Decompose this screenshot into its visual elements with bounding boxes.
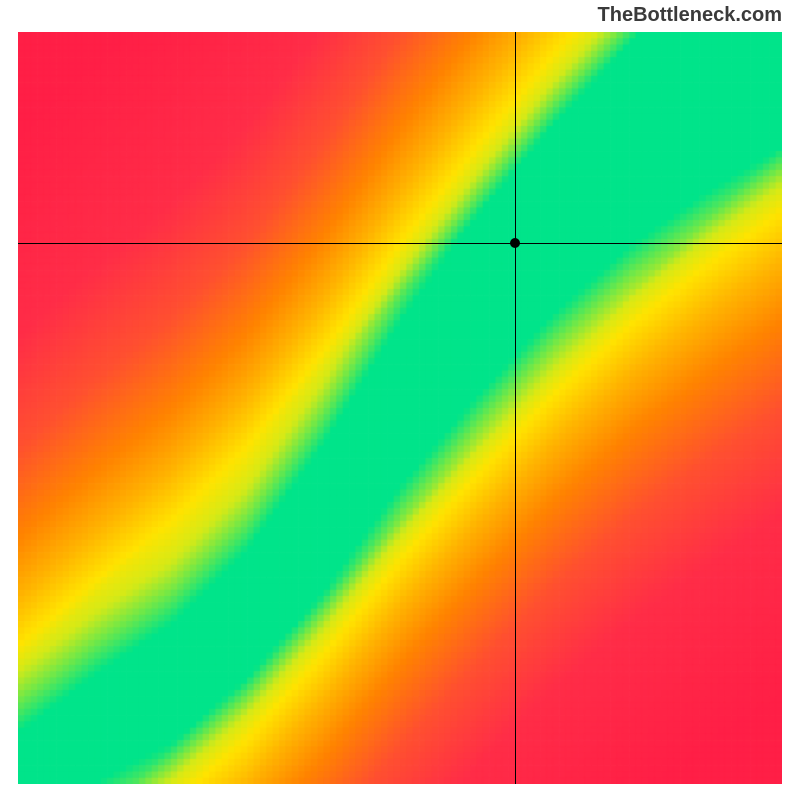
watermark-text: TheBottleneck.com	[598, 4, 782, 27]
heatmap-canvas	[18, 32, 782, 784]
heatmap-plot	[18, 32, 782, 784]
